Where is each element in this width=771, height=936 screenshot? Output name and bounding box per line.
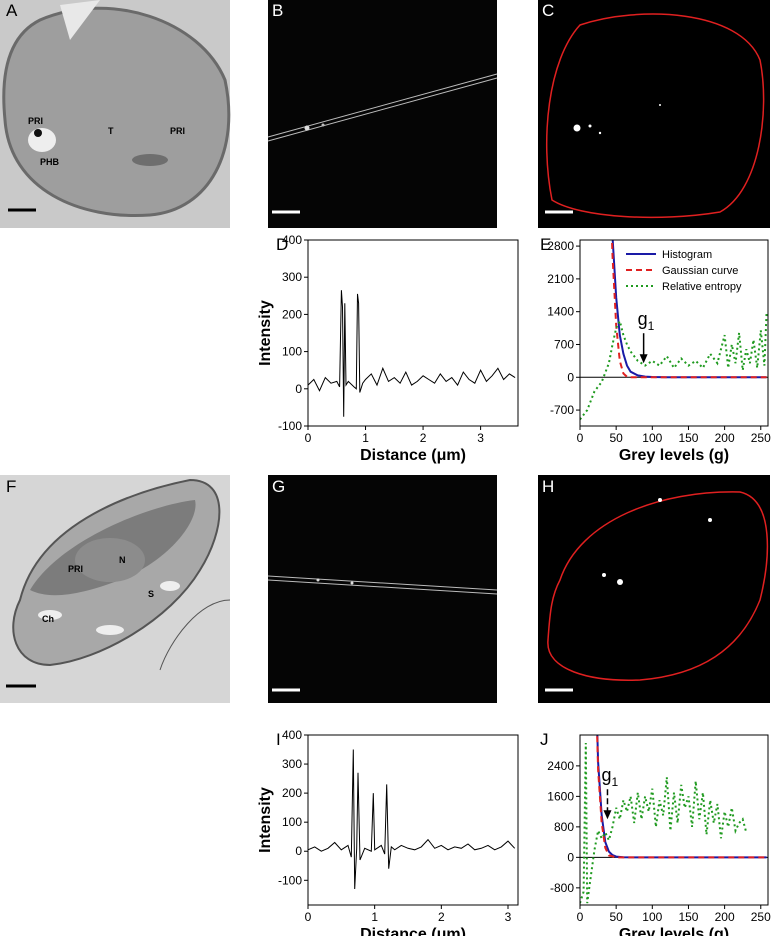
legend-label: Relative entropy — [662, 281, 742, 293]
micrograph-label: Ch — [42, 614, 54, 624]
y-tick-label: 100 — [282, 815, 302, 829]
plot-lines — [308, 290, 516, 417]
data-line — [308, 749, 516, 890]
panel-label: J — [540, 730, 549, 749]
panel-label: A — [6, 1, 18, 20]
x-tick-label: 0 — [305, 910, 312, 924]
micrograph-label: T — [108, 126, 114, 136]
plot-frame — [307, 734, 519, 906]
x-tick-label: 0 — [577, 431, 584, 445]
y-axis-label: Intensity — [257, 787, 274, 853]
x-tick-label: 100 — [642, 910, 662, 924]
y-tick-label: 300 — [282, 270, 302, 284]
x-axis-label: Distance (μm) — [360, 447, 466, 464]
x-axis-label: Grey levels (g) — [619, 447, 729, 464]
plot-lines — [308, 749, 516, 890]
y-tick-label: 400 — [282, 728, 302, 742]
micrograph-b — [267, 0, 498, 228]
plot-lines — [580, 735, 767, 904]
x-tick-label: 3 — [505, 910, 512, 924]
micrograph-label: PHB — [40, 157, 60, 167]
panel-label: I — [276, 730, 281, 749]
y-tick-label: -100 — [278, 873, 302, 887]
plot-lines — [580, 240, 768, 421]
y-tick-label: 2400 — [547, 759, 574, 773]
annotation-subscript: 1 — [611, 775, 618, 789]
plot-frame — [579, 734, 769, 906]
micrograph-h — [538, 475, 770, 703]
y-tick-label: 800 — [554, 820, 574, 834]
plot-frame — [579, 239, 769, 427]
y-tick-label: 700 — [554, 337, 574, 351]
y-tick-label: -700 — [550, 403, 574, 417]
annotation-label: g — [601, 765, 611, 785]
y-tick-label: 200 — [282, 307, 302, 321]
micrograph-label: N — [119, 555, 126, 565]
micrograph-g — [267, 475, 498, 703]
panel-label: F — [6, 477, 16, 496]
micrograph-label: PRI — [68, 564, 83, 574]
legend-label: Gaussian curve — [662, 265, 738, 277]
panel-label: E — [540, 235, 551, 254]
x-tick-label: 200 — [715, 910, 735, 924]
x-tick-label: 250 — [751, 431, 771, 445]
micrograph-a — [0, 0, 231, 228]
x-tick-label: 0 — [577, 910, 584, 924]
y-tick-label: 0 — [295, 844, 302, 858]
x-tick-label: 50 — [609, 431, 623, 445]
x-tick-label: 2 — [420, 431, 427, 445]
x-tick-label: 250 — [751, 910, 771, 924]
x-tick-label: 3 — [477, 431, 484, 445]
y-tick-label: 1400 — [547, 305, 574, 319]
x-tick-label: 0 — [305, 431, 312, 445]
x-tick-label: 150 — [678, 910, 698, 924]
y-tick-label: 2800 — [547, 239, 574, 253]
x-tick-label: 150 — [678, 431, 698, 445]
panel-label: D — [276, 235, 288, 254]
micrograph-label: PRI — [28, 116, 43, 126]
data-line — [308, 290, 516, 417]
micrograph-label: S — [148, 589, 154, 599]
micrograph-label: PRI — [170, 126, 185, 136]
data-line — [580, 311, 768, 421]
legend-label: Histogram — [662, 249, 712, 261]
panel-label: C — [542, 1, 554, 20]
x-tick-label: 2 — [438, 910, 445, 924]
data-line — [611, 240, 767, 379]
x-tick-label: 50 — [609, 910, 623, 924]
y-tick-label: 300 — [282, 757, 302, 771]
panel-label: H — [542, 477, 554, 496]
micrograph-c — [538, 0, 770, 228]
y-tick-label: 400 — [282, 233, 302, 247]
y-tick-label: 100 — [282, 345, 302, 359]
y-tick-label: 1600 — [547, 789, 574, 803]
plot-frame — [307, 239, 519, 427]
annotation-arrowhead — [603, 810, 612, 820]
y-tick-label: -800 — [550, 881, 574, 895]
annotation-label: g — [638, 309, 648, 329]
x-tick-label: 200 — [715, 431, 735, 445]
x-tick-label: 100 — [642, 431, 662, 445]
x-axis-label: Grey levels (g) — [619, 926, 729, 936]
y-tick-label: 2100 — [547, 272, 574, 286]
y-axis-label: Intensity — [257, 300, 274, 366]
annotation-arrowhead — [639, 354, 648, 364]
x-tick-label: 1 — [371, 910, 378, 924]
x-axis-label: Distance (μm) — [360, 926, 466, 936]
y-tick-label: -100 — [278, 419, 302, 433]
y-tick-label: 0 — [295, 382, 302, 396]
micrograph-f — [0, 475, 231, 703]
y-tick-label: 0 — [567, 370, 574, 384]
data-line — [596, 735, 767, 859]
panel-label: B — [272, 1, 283, 20]
y-tick-label: 200 — [282, 786, 302, 800]
y-tick-label: 0 — [567, 850, 574, 864]
x-tick-label: 1 — [362, 431, 369, 445]
panel-label: G — [272, 477, 285, 496]
annotation-subscript: 1 — [648, 319, 655, 333]
